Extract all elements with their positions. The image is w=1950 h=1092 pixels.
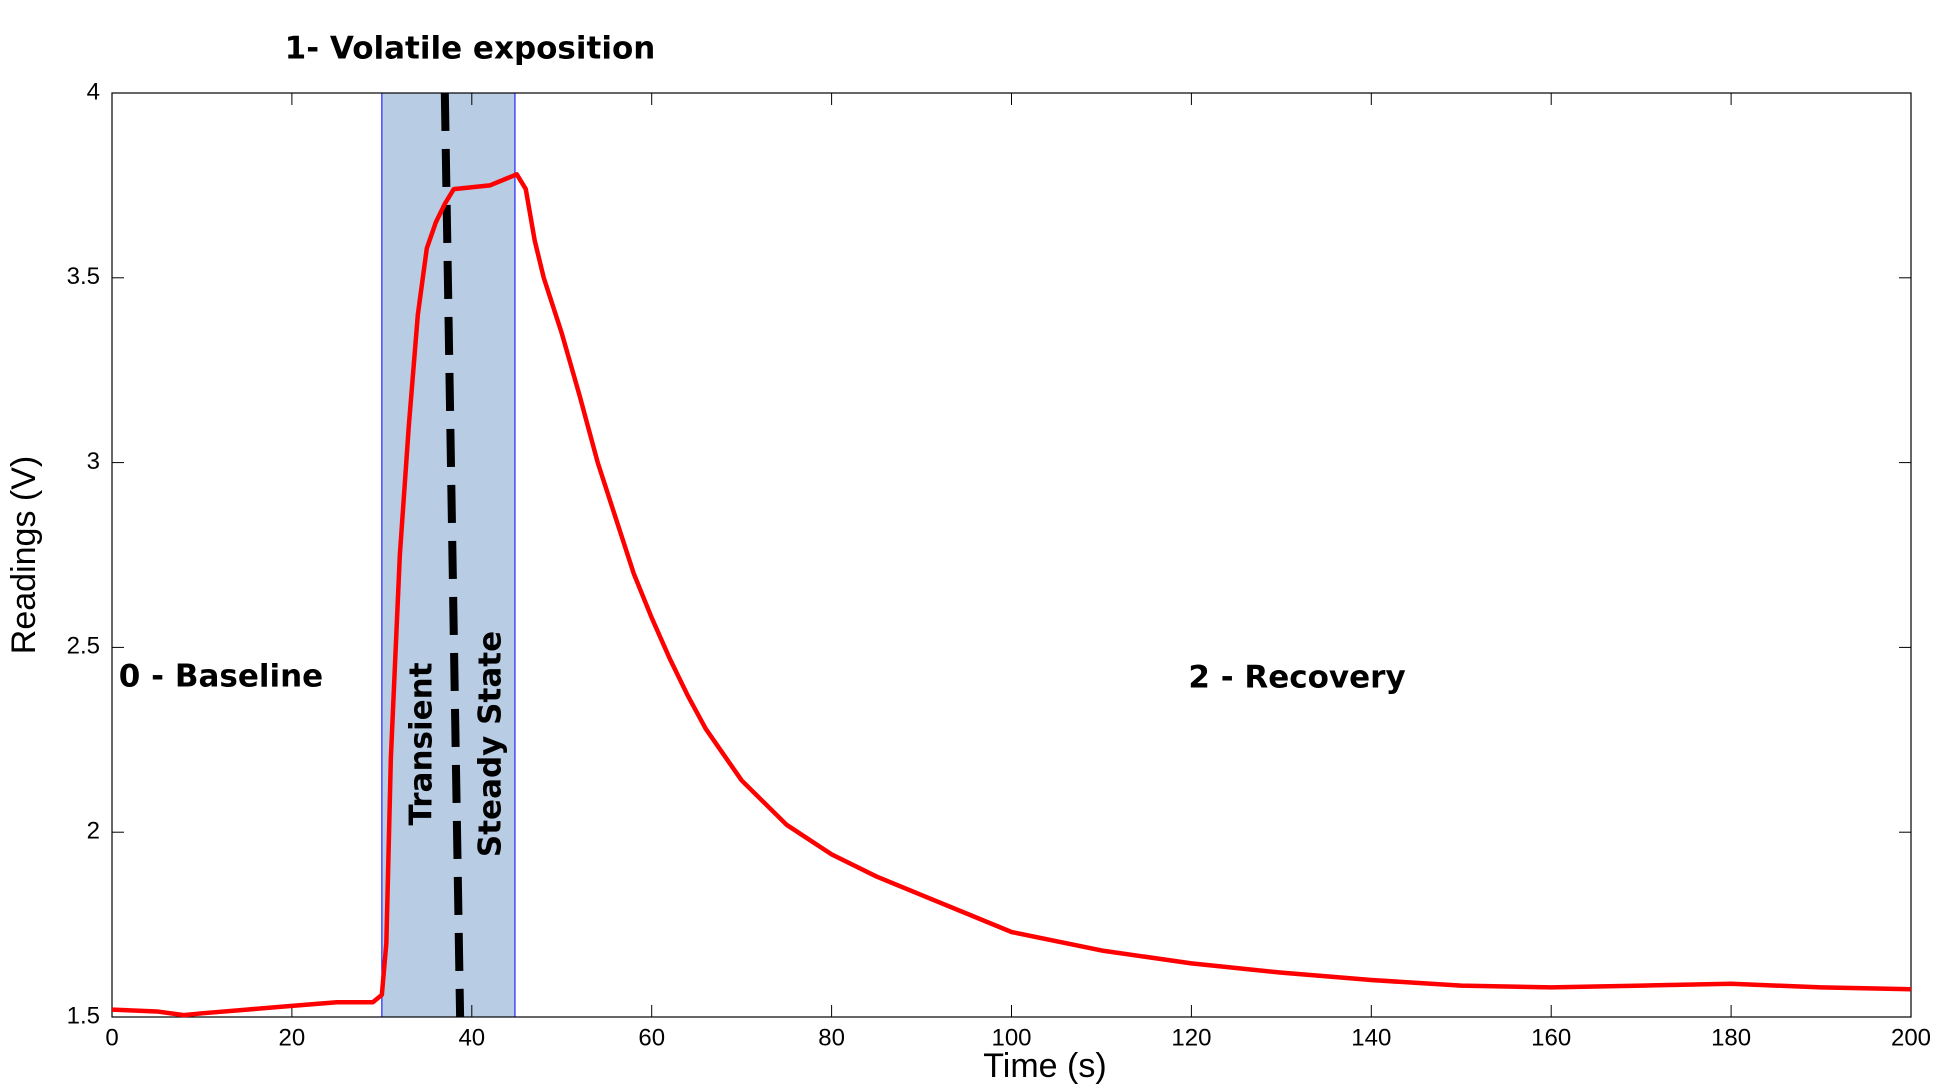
- y-tick-label: 2.5: [67, 633, 100, 660]
- x-tick-label: 200: [1891, 1024, 1931, 1051]
- y-tick-label: 3.5: [67, 263, 100, 290]
- x-tick-label: 20: [279, 1024, 306, 1051]
- x-tick-label: 180: [1711, 1024, 1751, 1051]
- y-axis-label: Readings (V): [5, 456, 43, 654]
- annotation: Steady State: [473, 631, 509, 857]
- y-tick-label: 1.5: [67, 1002, 100, 1029]
- x-tick-label: 40: [458, 1024, 485, 1051]
- x-tick-label: 60: [638, 1024, 665, 1051]
- annotation: Transient: [404, 662, 440, 825]
- annotation: 2 - Recovery: [1188, 660, 1405, 696]
- y-tick-label: 4: [87, 78, 100, 105]
- x-tick-label: 120: [1171, 1024, 1211, 1051]
- x-tick-label: 80: [818, 1024, 845, 1051]
- data-line: [111, 172, 1912, 1018]
- x-tick-label: 160: [1531, 1024, 1571, 1051]
- shaded-region: [381, 92, 516, 1018]
- annotation: 0 - Baseline: [119, 659, 323, 695]
- y-tick-label: 3: [87, 448, 100, 475]
- x-tick-label: 0: [105, 1024, 118, 1051]
- x-axis-label: Time (s): [983, 1047, 1106, 1085]
- chart-title: 1- Volatile exposition: [285, 31, 656, 67]
- divider-line: [440, 92, 465, 1018]
- y-tick-label: 2: [87, 818, 100, 845]
- x-tick-label: 100: [991, 1024, 1031, 1051]
- x-tick-label: 140: [1351, 1024, 1391, 1051]
